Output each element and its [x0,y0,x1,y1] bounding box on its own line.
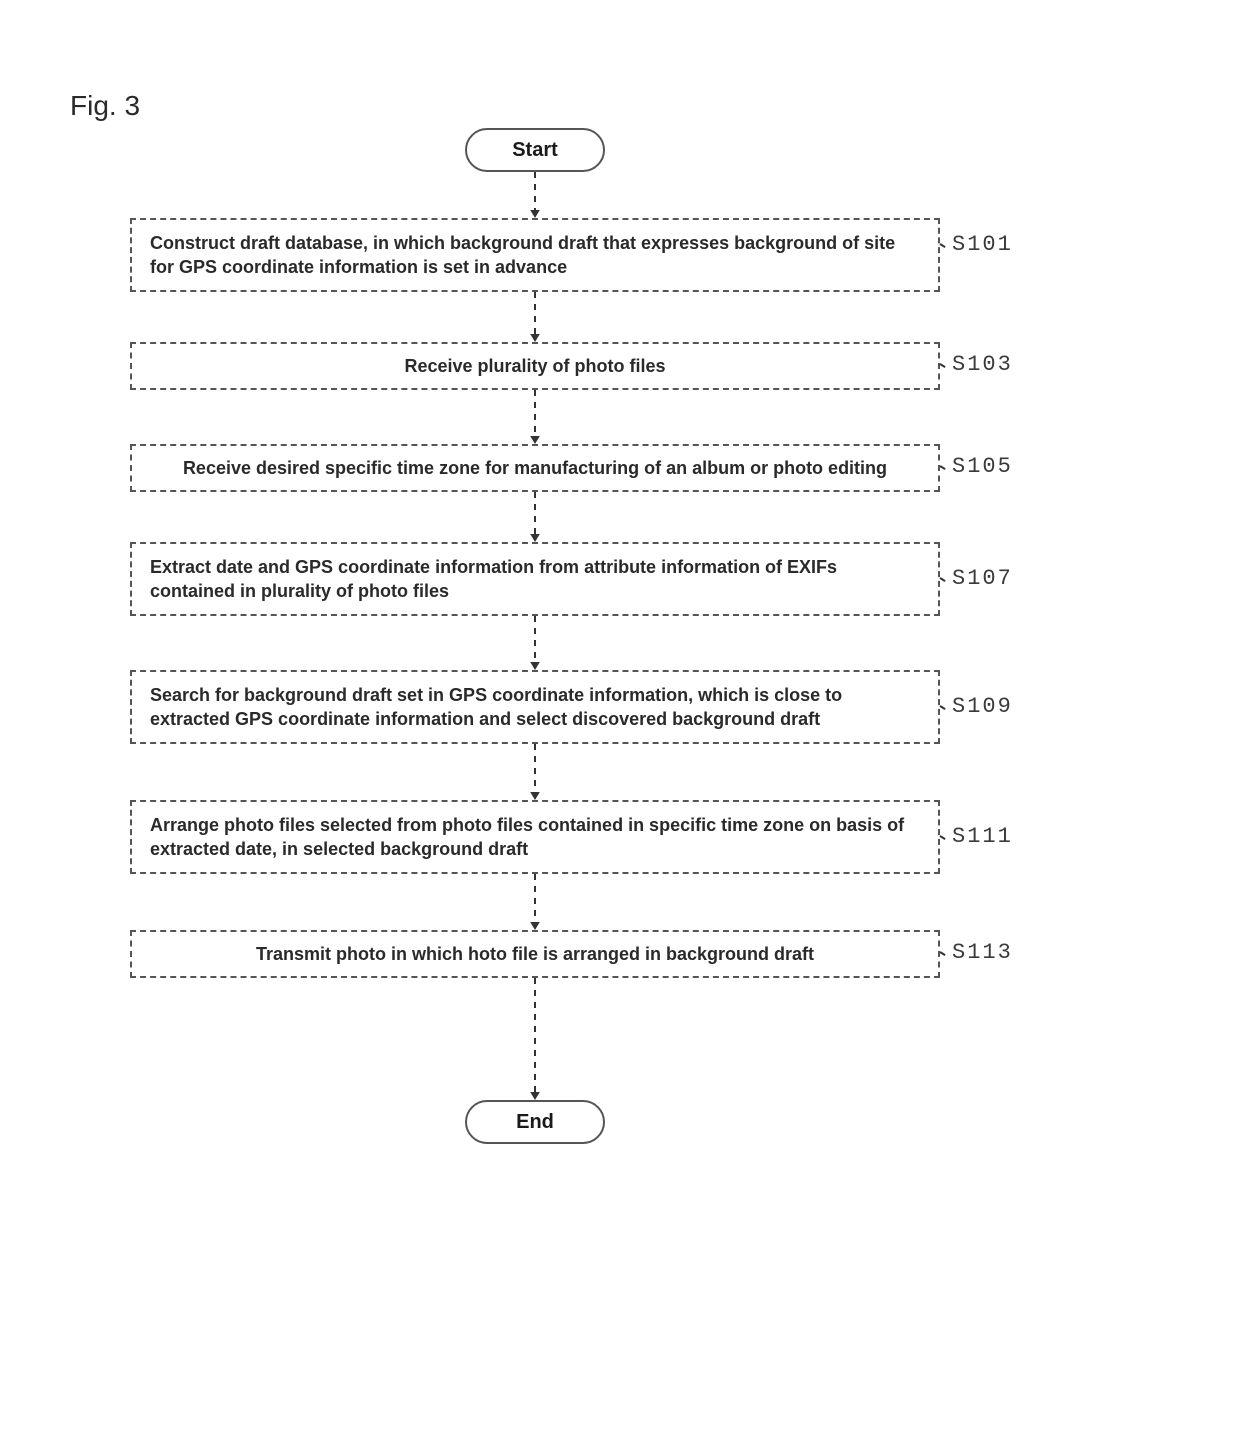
step-text: Receive desired specific time zone for m… [183,456,887,480]
step-text: Search for background draft set in GPS c… [150,683,920,732]
step-s109: Search for background draft set in GPS c… [130,670,940,744]
step-ref-text: S107 [952,566,1013,591]
step-ref-s101: S101 [952,232,1013,257]
step-s111: Arrange photo files selected from photo … [130,800,940,874]
step-s107: Extract date and GPS coordinate informat… [130,542,940,616]
step-s105: Receive desired specific time zone for m… [130,444,940,492]
step-s103: Receive plurality of photo files [130,342,940,390]
figure-label: Fig. 3 [70,90,140,122]
step-s113: Transmit photo in which hoto file is arr… [130,930,940,978]
step-ref-text: S109 [952,694,1013,719]
step-ref-text: S103 [952,352,1013,377]
step-text: Construct draft database, in which backg… [150,231,920,280]
step-text: Receive plurality of photo files [404,354,665,378]
terminator-end: End [465,1100,605,1144]
step-s101: Construct draft database, in which backg… [130,218,940,292]
step-ref-s111: S111 [952,824,1013,849]
step-ref-text: S111 [952,824,1013,849]
step-text: Extract date and GPS coordinate informat… [150,555,920,604]
step-ref-s109: S109 [952,694,1013,719]
step-ref-s113: S113 [952,940,1013,965]
step-text: Transmit photo in which hoto file is arr… [256,942,814,966]
step-ref-s103: S103 [952,352,1013,377]
step-ref-text: S105 [952,454,1013,479]
terminator-start: Start [465,128,605,172]
step-ref-text: S101 [952,232,1013,257]
step-ref-text: S113 [952,940,1013,965]
step-text: Arrange photo files selected from photo … [150,813,920,862]
flowchart-page: Fig. 3 Start Construct draft database, i… [0,0,1240,1447]
step-ref-s105: S105 [952,454,1013,479]
step-ref-s107: S107 [952,566,1013,591]
